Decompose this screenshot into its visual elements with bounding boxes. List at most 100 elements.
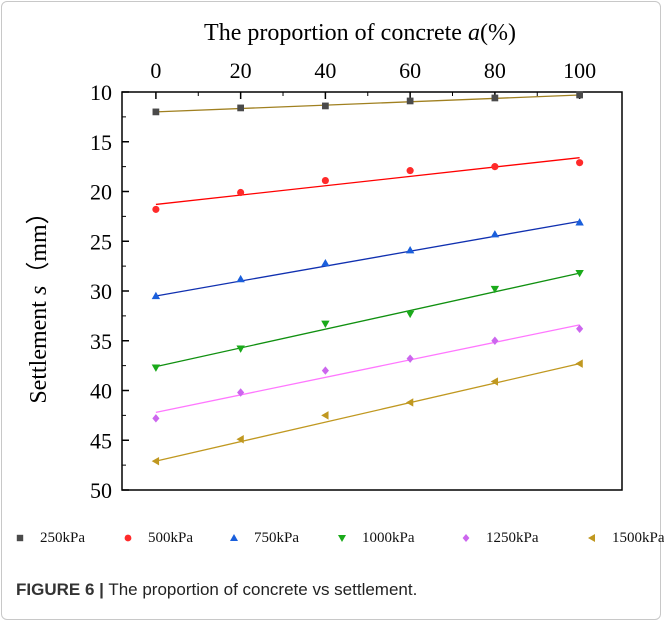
point-1000kPa [575,269,584,278]
legend-marker-shape [124,534,132,542]
point-750kPa [321,258,330,267]
y-axis-title-main: Settlement [26,295,52,404]
point-500kPa [406,167,414,175]
fit-line-1500kPa [155,363,580,462]
y-tick-label: 30 [90,279,112,304]
point-1500kPa [490,377,499,386]
point-250kPa [576,91,583,99]
fit-line-1250kPa [155,324,580,414]
figure-caption: FIGURE 6 | The proportion of concrete vs… [16,580,646,600]
axes: 0 20 40 60 80 100 10 15 20 25 30 35 40 45 50 [90,58,596,503]
point-1000kPa [405,310,415,319]
point-1500kPa [405,398,414,407]
legend-item-500kPa: 500kPa [122,525,193,551]
legend-label: 1000kPa [362,529,415,546]
point-250kPa [322,102,329,110]
x-tick-label: 60 [399,58,421,83]
legend-marker-shape [338,535,346,542]
point-1250kPa [406,354,414,363]
legend-marker [462,534,470,542]
legend-label: 1500kPa [612,529,664,546]
point-1000kPa [236,345,245,353]
legend-item-1500kPa: 1500kPa [586,525,664,551]
y-tick-label: 15 [90,130,112,155]
x-tick-label: 80 [484,58,506,83]
y-tick-label: 10 [90,80,112,105]
legend-marker-shape [230,534,238,541]
x-axis-title-var: a [468,20,480,46]
point-750kPa [490,230,500,238]
point-500kPa [237,188,245,197]
legend-marker [338,535,346,542]
legend-item-1250kPa: 1250kPa [460,525,539,551]
fit-line-1000kPa [155,272,580,368]
point-750kPa [151,291,161,300]
fit-lines [155,94,580,462]
x-axis-title-main: The proportion of concrete [204,20,468,46]
caption-separator: | [99,580,104,599]
y-axis-title: Settlement s（mm） [26,200,52,403]
legend-marker-shape [16,534,24,542]
legend-item-250kPa: 250kPa [14,525,85,551]
svg-text:The proportion of concrete a(%: The proportion of concrete a(%) [204,20,516,46]
point-750kPa [236,274,245,283]
legend-marker [230,534,238,541]
point-500kPa [321,176,329,185]
legend-label: 250kPa [40,529,85,546]
svg-text:Settlement s（mm）: Settlement s（mm） [26,200,52,403]
y-axis-title-var: s [26,286,52,295]
caption-label: FIGURE 6 [16,580,95,599]
point-1000kPa [151,364,161,372]
x-tick-label: 100 [563,58,596,83]
y-tick-label: 20 [90,180,112,205]
x-tick-label: 40 [314,58,336,83]
x-axis-title: The proportion of concrete a(%) [204,20,516,46]
legend-marker [588,534,595,542]
point-1250kPa [321,366,329,375]
point-1500kPa [575,359,583,368]
legend-label: 750kPa [254,529,299,546]
point-750kPa [575,218,584,226]
point-250kPa [237,104,245,112]
y-axis-title-unit: （mm） [26,200,52,285]
legend: 250kPa 500kPa 750kPa 1000kPa 1250kPa 1500kPa [0,525,664,551]
point-1250kPa [576,324,584,334]
legend-label: 500kPa [148,529,193,546]
plot-area [121,91,623,491]
y-tick-label: 35 [90,329,112,354]
fit-line-750kPa [155,220,580,297]
point-1500kPa [321,411,329,420]
point-1500kPa [151,456,160,466]
legend-marker-shape [588,534,595,542]
point-250kPa [406,97,414,105]
fit-line-250kPa [155,94,580,113]
point-1000kPa [490,285,500,294]
y-tick-label: 40 [90,379,112,404]
point-1000kPa [321,320,330,329]
point-1250kPa [152,414,160,423]
point-1500kPa [236,435,244,444]
legend-label: 1250kPa [486,529,539,546]
fit-line-500kPa [155,157,580,206]
point-1250kPa [491,336,499,345]
point-1250kPa [237,388,245,397]
legend-marker [16,534,24,542]
point-250kPa [491,94,499,102]
point-500kPa [576,159,584,167]
x-tick-label: 0 [150,58,161,83]
legend-item-750kPa: 750kPa [228,525,299,551]
legend-item-1000kPa: 1000kPa [336,525,415,551]
legend-marker [124,534,132,542]
point-250kPa [152,108,160,116]
legend-marker-shape [462,534,470,542]
x-axis-title-unit: (%) [480,20,516,46]
y-tick-label: 25 [90,229,112,254]
caption-text: The proportion of concrete vs settlement… [103,580,418,599]
x-tick-label: 20 [230,58,252,83]
data-points [151,91,584,466]
point-750kPa [405,246,415,254]
point-500kPa [491,163,499,171]
y-tick-label: 50 [90,478,112,503]
